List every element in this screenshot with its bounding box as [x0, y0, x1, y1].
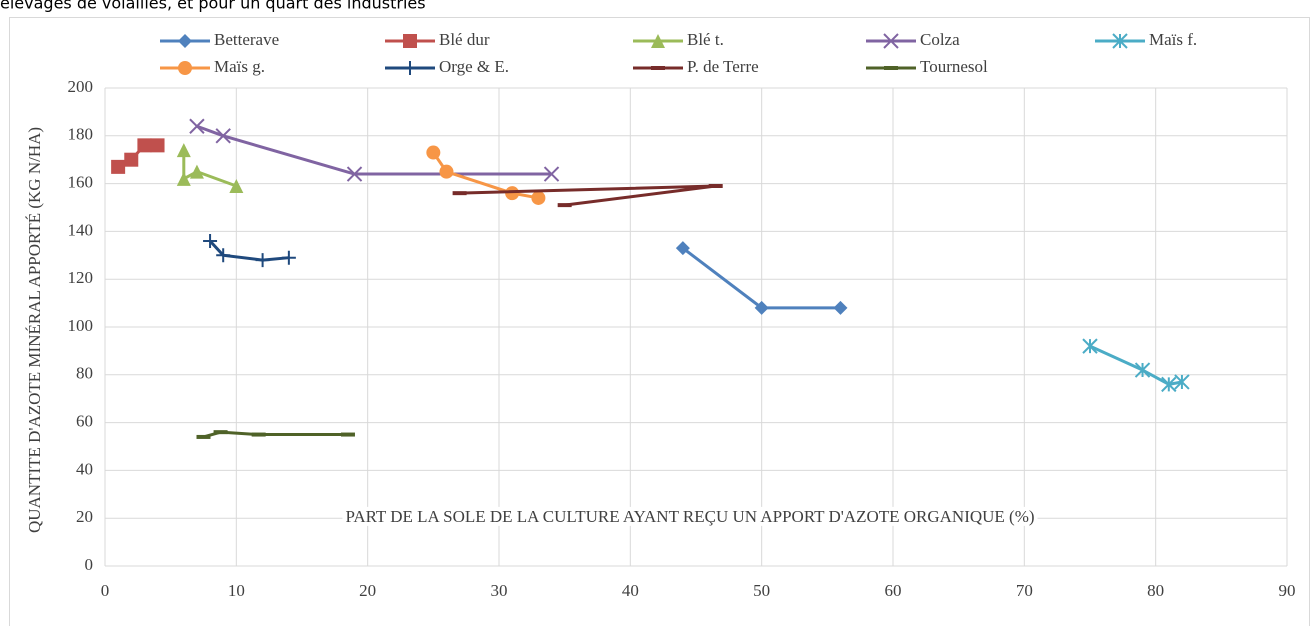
marker: [1134, 362, 1151, 378]
marker: [675, 241, 690, 256]
marker: [111, 159, 126, 174]
legend-label: Colza: [920, 30, 960, 49]
marker: [1161, 376, 1177, 393]
marker: [1112, 33, 1128, 49]
marker: [203, 233, 218, 248]
marker: [403, 34, 417, 48]
marker: [281, 250, 296, 265]
marker: [426, 145, 441, 160]
marker: [403, 61, 417, 75]
legend-label: Maïs f.: [1149, 30, 1197, 49]
y-tick-label: 80: [76, 364, 93, 383]
x-axis-title: PART DE LA SOLE DE LA CULTURE AYANT REÇU…: [345, 507, 1034, 526]
marker: [215, 128, 231, 144]
x-tick-label: 70: [1016, 581, 1033, 600]
legend-label: Orge & E.: [439, 57, 509, 76]
x-tick-label: 0: [101, 581, 110, 600]
y-tick-label: 140: [68, 220, 94, 239]
y-tick-label: 160: [68, 173, 94, 192]
y-tick-label: 100: [68, 316, 94, 335]
x-tick-label: 90: [1279, 581, 1296, 600]
y-tick-label: 200: [68, 77, 94, 96]
marker: [150, 138, 165, 153]
header-text: élevages de volailles, et pour un quart …: [0, 0, 426, 13]
marker: [178, 61, 192, 75]
marker: [883, 33, 899, 49]
marker: [543, 166, 560, 182]
marker: [651, 34, 665, 48]
legend-label: Tournesol: [920, 57, 988, 76]
x-tick-label: 10: [228, 581, 245, 600]
y-axis-title: QUANTITE D'AZOTE MINÉRAL APPORTÉ (KG N/H…: [25, 127, 44, 533]
marker: [1174, 374, 1190, 390]
x-tick-label: 50: [753, 581, 770, 600]
y-tick-label: 180: [68, 125, 94, 144]
marker: [189, 118, 205, 134]
marker: [137, 138, 152, 153]
marker: [531, 190, 546, 205]
series-line: [1089, 344, 1183, 386]
y-tick-label: 20: [76, 507, 93, 526]
x-tick-label: 60: [885, 581, 902, 600]
marker: [833, 300, 848, 315]
marker: [1082, 338, 1098, 354]
y-tick-label: 120: [68, 268, 94, 287]
y-tick-label: 40: [76, 459, 93, 478]
marker: [346, 166, 363, 182]
series-line: [203, 430, 348, 439]
marker: [189, 164, 204, 179]
marker: [176, 143, 191, 158]
legend-label: Maïs g.: [214, 57, 265, 76]
y-tick-label: 0: [85, 555, 94, 574]
x-tick-label: 20: [359, 581, 376, 600]
marker: [176, 171, 191, 186]
series-line: [182, 150, 237, 188]
marker: [216, 248, 231, 263]
marker: [439, 164, 454, 179]
legend-label: P. de Terre: [687, 57, 759, 76]
y-tick-label: 60: [76, 412, 93, 431]
x-tick-label: 80: [1147, 581, 1164, 600]
marker: [255, 253, 270, 268]
marker: [229, 178, 244, 193]
series-line: [208, 239, 290, 262]
marker: [178, 34, 192, 48]
x-axis-title-bg: [342, 506, 1038, 526]
x-tick-label: 30: [491, 581, 508, 600]
series-line: [432, 151, 539, 200]
series-line: [196, 124, 552, 176]
chart-border: [9, 17, 1310, 626]
x-tick-label: 40: [622, 581, 639, 600]
legend-label: Blé t.: [687, 30, 724, 49]
legend-label: Blé dur: [439, 30, 490, 49]
legend-label: Betterave: [214, 30, 279, 49]
marker: [754, 300, 769, 315]
marker: [124, 152, 139, 167]
